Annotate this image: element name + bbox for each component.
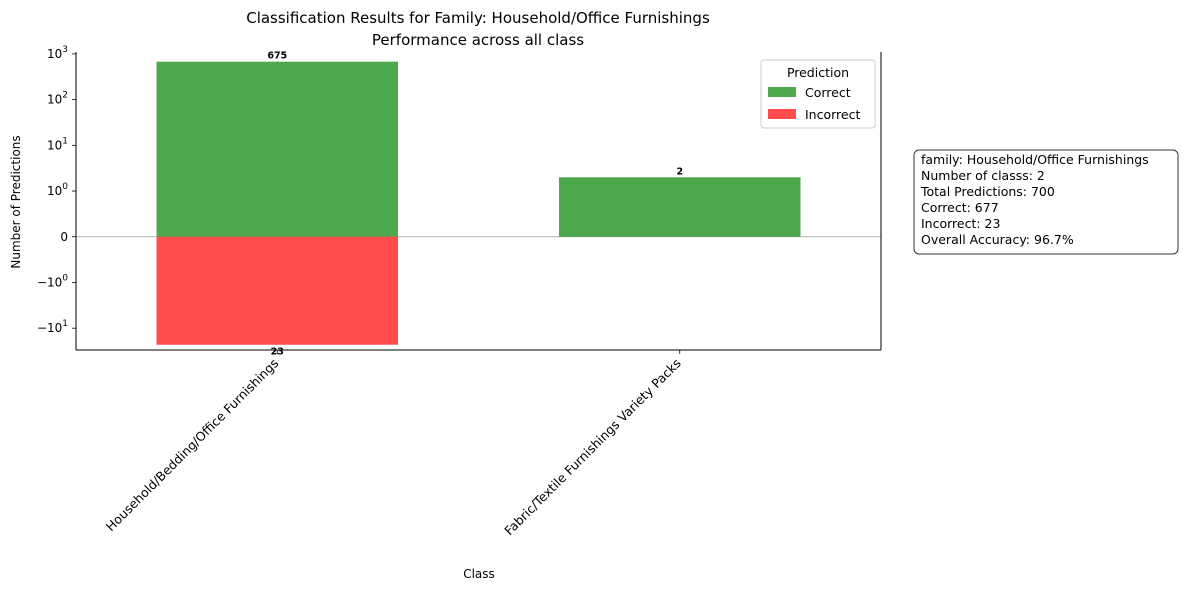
legend-title: Prediction — [787, 65, 849, 80]
x-tick-label-1: Fabric/Textile Furnishings Variety Packs — [501, 356, 684, 539]
data-label-correct-1: 2 — [676, 166, 683, 177]
y-tick-label-1: 102 — [47, 91, 68, 107]
bar-correct-0 — [156, 61, 398, 237]
legend-label-correct: Correct — [805, 85, 851, 100]
chart-title: Classification Results for Family: House… — [246, 9, 710, 27]
x-axis-label: Class — [463, 567, 495, 581]
x-tick-label-0: Household/Bedding/Office Furnishings — [103, 356, 282, 535]
bar-incorrect-0 — [156, 236, 398, 345]
info-line-4: Incorrect: 23 — [921, 216, 1000, 231]
legend: Prediction Correct Incorrect — [760, 59, 876, 129]
y-tick-label-3: 100 — [47, 182, 68, 198]
y-tick-label-5: −100 — [37, 273, 68, 289]
info-box: family: Household/Office FurnishingsNumb… — [913, 149, 1179, 255]
legend-swatch-incorrect — [768, 109, 796, 119]
legend-swatch-correct — [768, 87, 796, 97]
y-tick-label-2: 101 — [47, 136, 68, 152]
bar-correct-1 — [559, 177, 801, 237]
y-tick-label-4: 0 — [60, 230, 68, 244]
info-line-2: Total Predictions: 700 — [920, 184, 1055, 199]
y-tick-label-6: −101 — [37, 319, 68, 335]
info-line-3: Correct: 677 — [921, 200, 999, 215]
info-line-0: family: Household/Office Furnishings — [921, 152, 1149, 167]
y-tick-label-0: 103 — [47, 45, 68, 61]
info-line-5: Overall Accuracy: 96.7% — [921, 232, 1074, 247]
y-axis-label: Number of Predictions — [9, 135, 23, 268]
legend-label-incorrect: Incorrect — [805, 107, 860, 122]
data-label-correct-0: 675 — [267, 51, 287, 62]
info-line-1: Number of classs: 2 — [921, 168, 1045, 183]
chart-subtitle: Performance across all class — [372, 31, 584, 49]
info-box-frame — [913, 149, 1179, 255]
